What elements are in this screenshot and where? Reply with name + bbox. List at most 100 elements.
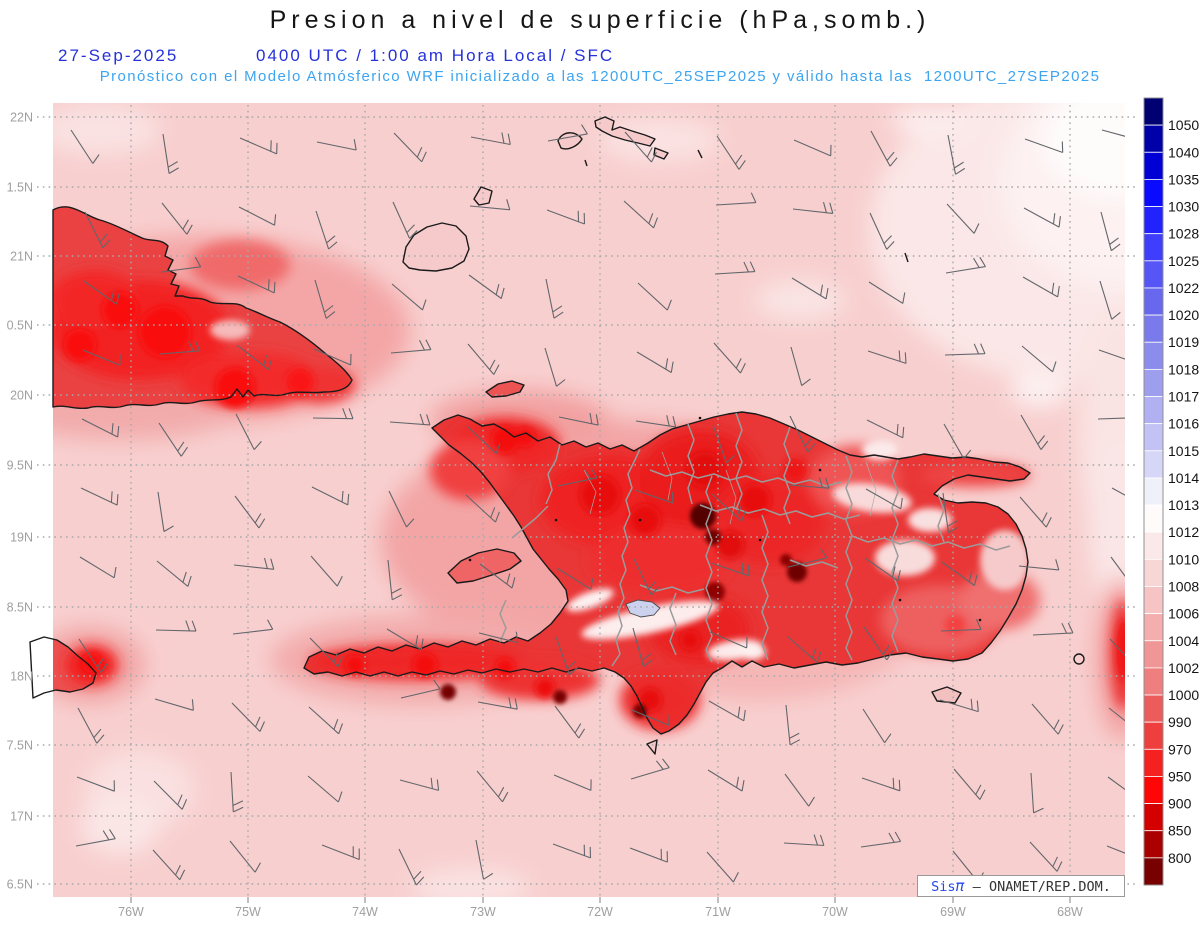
wind-barb [555, 636, 579, 676]
wind-barb [707, 769, 745, 792]
colorbar-label: 1028 [1168, 226, 1199, 242]
wind-barb [230, 771, 244, 813]
wind-barb [942, 492, 959, 534]
colorbar-segment [1143, 694, 1164, 723]
wind-barb [235, 413, 262, 450]
wind-barb [160, 256, 202, 273]
colorbar-segment [1143, 206, 1164, 235]
wind-barb [632, 627, 653, 668]
wind-barb [1099, 280, 1121, 320]
wind-barb [552, 843, 592, 859]
colorbar-segment [1143, 857, 1164, 886]
wind-barb [1098, 349, 1125, 360]
colorbar-segment [1143, 124, 1164, 153]
wind-barb [155, 620, 197, 632]
colorbar-label: 850 [1168, 823, 1192, 839]
lon-label: 76W [118, 905, 144, 919]
lat-label: 19N [10, 531, 33, 545]
colorbar-segment [1143, 748, 1164, 777]
wind-barb [636, 351, 674, 373]
wind-barb [861, 777, 901, 792]
lon-label: 70W [822, 905, 848, 919]
wind-barb [1097, 417, 1125, 420]
colorbar-label: 1017 [1168, 389, 1199, 405]
wind-barb [554, 705, 586, 739]
wind-barb [1030, 772, 1044, 814]
wind-barb [310, 555, 343, 587]
wind-barb [558, 412, 599, 426]
credit-box: Sisπ – ONAMET/REP.DOM. [917, 875, 1125, 897]
wind-barb [156, 560, 192, 587]
lake-enriquillo [626, 600, 660, 617]
wind-barb [478, 631, 519, 644]
wind-barb [940, 619, 982, 632]
wind-barb [83, 280, 120, 305]
wind-barb [713, 342, 746, 374]
wind-barb [77, 707, 105, 744]
wind-barb [70, 129, 100, 164]
wind-barb [157, 491, 174, 532]
colorbar-label: 1030 [1168, 199, 1199, 215]
wind-barb [943, 423, 972, 460]
wind-barb [783, 834, 825, 847]
lat-label: 1.5N [7, 181, 33, 195]
colorbar-label: 1016 [1168, 416, 1199, 432]
wind-barb [236, 344, 273, 371]
wind-barb [711, 493, 746, 522]
wind-barb [631, 709, 670, 726]
wind-barb [1111, 487, 1125, 496]
graticule-gridlines [37, 105, 1138, 903]
colorbar-segment [1143, 179, 1164, 207]
colorbar-label: 1004 [1168, 633, 1199, 649]
lat-label: 18N [10, 670, 33, 684]
lon-label: 71W [705, 905, 731, 919]
wind-barb [158, 422, 188, 457]
small-cay [584, 159, 588, 167]
credit-org: ONAMET/REP.DOM. [988, 879, 1111, 895]
pressure-colorbar: 1050 1040 1035 1030 1028 1025 1022 1020 1019 1018… [1143, 97, 1199, 886]
colorbar-label: 1025 [1168, 253, 1199, 269]
wind-barb [706, 851, 739, 883]
forecast-date: 27-Sep-2025 [58, 46, 179, 65]
wind-barb [391, 283, 427, 311]
wind-barb [315, 210, 338, 250]
wind-barb [866, 419, 905, 439]
wind-barb [789, 415, 816, 453]
colorbar-segment [1143, 531, 1164, 560]
wind-barb [624, 131, 657, 163]
wind-barb [1101, 129, 1125, 137]
wind-barb [714, 261, 756, 275]
colorbar-segment [1143, 830, 1164, 859]
wind-barb [547, 124, 588, 142]
colorbar-segment [1143, 368, 1164, 397]
haiti-dr-border [611, 448, 641, 667]
wind-barb [233, 557, 275, 570]
pressure-red-cores [64, 292, 1125, 712]
wind-barb [863, 626, 894, 661]
mona-island-coastline [1073, 653, 1085, 665]
wind-barb [476, 770, 509, 803]
wind-barb [313, 348, 352, 366]
colorbar-segment [1143, 233, 1164, 262]
wind-barb [79, 556, 117, 579]
lon-label: 73W [470, 905, 496, 919]
wind-barb [1019, 496, 1052, 528]
lon-label: 69W [940, 905, 966, 919]
wind-barb [708, 700, 746, 722]
colorbar-segment [1143, 396, 1164, 425]
colorbar-label: 1012 [1168, 524, 1199, 540]
colorbar-segment [1143, 97, 1164, 126]
colorbar-label: 950 [1168, 768, 1192, 784]
station-dots [468, 416, 982, 622]
wind-barb [80, 487, 119, 506]
wind-barb [75, 829, 116, 847]
wind-barb [787, 548, 828, 568]
colorbar-segment [1143, 504, 1164, 533]
wind-barb [1021, 345, 1057, 373]
wind-barb [237, 275, 276, 294]
colorbar-label: 1013 [1168, 497, 1199, 513]
wind-barb [470, 132, 511, 146]
lat-label: 6.5N [7, 878, 33, 892]
pressure-shading [53, 103, 1125, 897]
wind-barb [389, 413, 431, 426]
